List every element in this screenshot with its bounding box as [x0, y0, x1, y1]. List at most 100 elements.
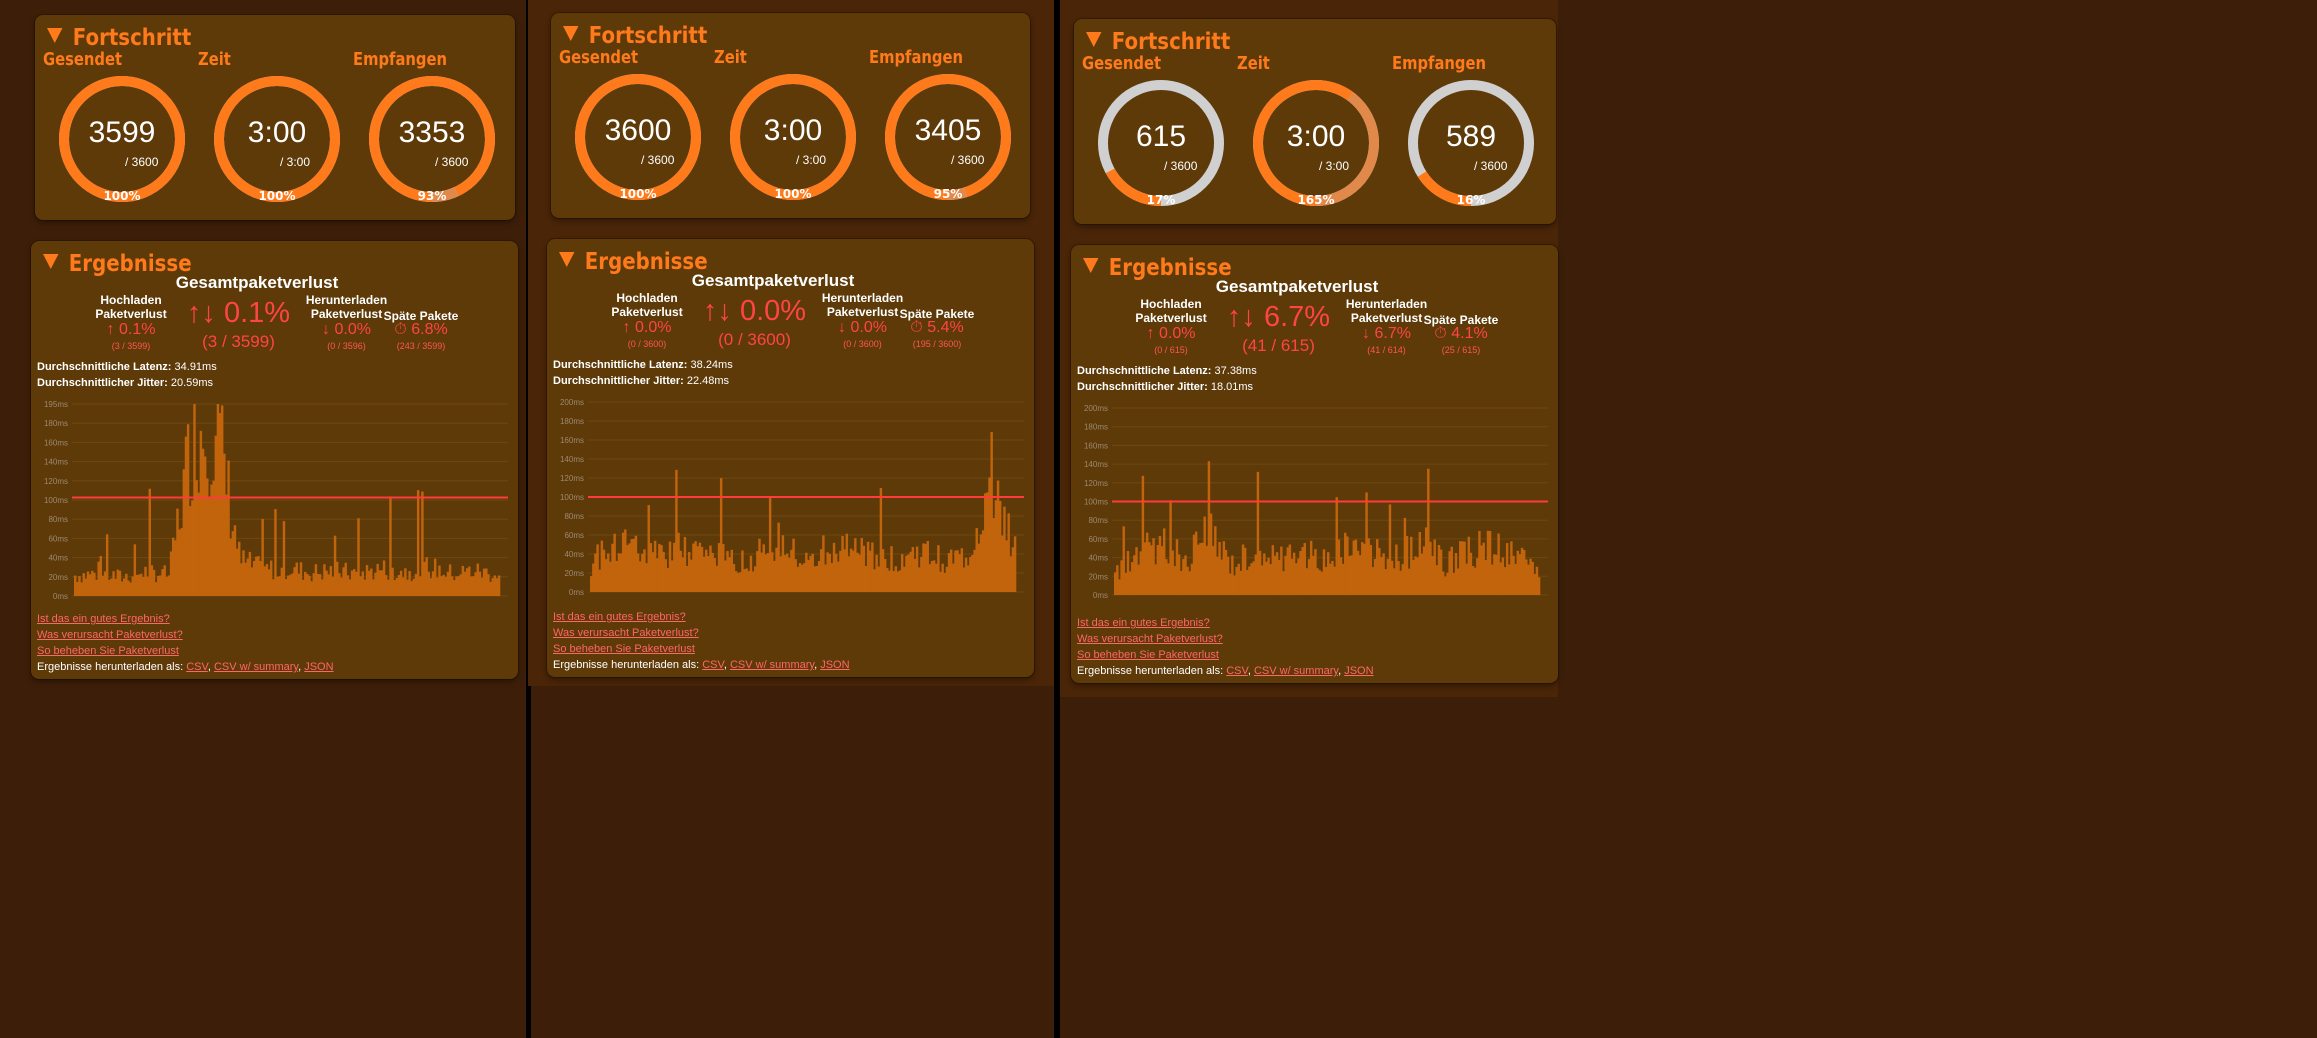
- gauge-label: Empfangen: [869, 47, 964, 68]
- collapse-triangle-icon[interactable]: [559, 252, 575, 267]
- latency-bar: [438, 565, 441, 596]
- latency-bar: [135, 574, 139, 596]
- latency-bar: [112, 571, 115, 596]
- latency-bar: [1269, 564, 1272, 595]
- latency-bar: [80, 582, 83, 596]
- latency-bar: [990, 431, 993, 592]
- collapse-triangle-icon[interactable]: [43, 254, 59, 269]
- latency-bar: [1456, 568, 1460, 595]
- gauge-percent: 100%: [774, 187, 812, 201]
- latency-bar: [926, 540, 929, 592]
- help-link-2[interactable]: Was verursacht Paketverlust?: [37, 629, 183, 641]
- latency-bar: [724, 560, 727, 592]
- latency-bar: [1318, 570, 1321, 595]
- latency-bar: [129, 582, 132, 596]
- latency-bar: [133, 544, 137, 596]
- download-link-json[interactable]: JSON: [304, 661, 334, 673]
- latency-bar: [1516, 550, 1519, 595]
- download-link-json[interactable]: JSON: [820, 659, 850, 671]
- progress-gauge: 3:00 / 3:00 100%: [728, 70, 858, 210]
- help-link-1[interactable]: Ist das ein gutes Ergebnis?: [37, 613, 170, 625]
- progress-panel-title[interactable]: Fortschritt: [563, 23, 707, 49]
- download-link-separator: ,: [207, 661, 214, 673]
- help-link-3[interactable]: So beheben Sie Paketverlust: [37, 645, 179, 657]
- latency-bar: [1271, 545, 1275, 595]
- latency-bar: [480, 577, 484, 596]
- latency-bar: [367, 570, 371, 596]
- latency-bar: [384, 575, 388, 596]
- average-jitter: Durchschnittlicher Jitter: 20.59ms: [37, 377, 213, 389]
- latency-bar: [186, 424, 190, 596]
- latency-bar: [1473, 567, 1477, 595]
- download-link-separator: ,: [723, 659, 730, 671]
- latency-bar: [1388, 504, 1392, 595]
- latency-bar: [1371, 567, 1375, 595]
- latency-bar: [941, 563, 944, 592]
- help-link-1[interactable]: Ist das ein gutes Ergebnis?: [553, 611, 686, 623]
- latency-bar: [854, 538, 857, 592]
- latency-bar: [144, 566, 147, 596]
- results-panel-title[interactable]: Ergebnisse: [1083, 255, 1232, 281]
- collapse-triangle-icon[interactable]: [1083, 258, 1099, 273]
- latency-bar: [1354, 539, 1358, 595]
- latency-bar: [751, 571, 755, 592]
- help-link-2[interactable]: Was verursacht Paketverlust?: [1077, 633, 1223, 645]
- latency-chart-svg: 200ms 180ms 160ms 140ms 120ms 100ms 80ms 60ms 40…: [560, 398, 1024, 597]
- progress-panel-title[interactable]: Fortschritt: [1086, 29, 1230, 55]
- download-link-json[interactable]: JSON: [1344, 665, 1374, 677]
- help-link-3[interactable]: So beheben Sie Paketverlust: [1077, 649, 1219, 661]
- latency-bar: [809, 555, 812, 592]
- download-link-csv[interactable]: CSV: [1226, 665, 1248, 677]
- latency-bar: [862, 545, 866, 592]
- download-link-csv-w-summary[interactable]: CSV w/ summary: [213, 661, 299, 673]
- latency-bar: [834, 553, 838, 592]
- latency-bar: [1520, 547, 1524, 595]
- latency-bar: [395, 578, 399, 596]
- latency-bar: [1442, 571, 1445, 595]
- collapse-triangle-icon[interactable]: [563, 26, 579, 41]
- latency-bar: [1258, 550, 1262, 595]
- latency-bar: [683, 537, 687, 592]
- results-panel: Ergebnisse Gesamtpaketverlust Hochladen Pa…: [1071, 245, 1558, 683]
- latency-bar: [229, 538, 232, 596]
- download-link-csv-w-summary[interactable]: CSV w/ summary: [1253, 665, 1339, 677]
- latency-bar: [1427, 468, 1430, 595]
- latency-bar: [412, 578, 416, 596]
- average-latency-value: 38.24ms: [687, 359, 733, 371]
- latency-bar: [947, 553, 951, 592]
- latency-bar: [1390, 560, 1394, 595]
- latency-bar: [719, 478, 723, 592]
- latency-bar: [1165, 559, 1168, 595]
- help-link-1[interactable]: Ist das ein gutes Ergebnis?: [1077, 617, 1210, 629]
- latency-bar: [1250, 563, 1253, 595]
- latency-bar: [830, 563, 834, 592]
- download-link-csv[interactable]: CSV: [186, 661, 208, 673]
- latency-bar: [888, 570, 891, 592]
- results-panel-title[interactable]: Ergebnisse: [559, 249, 708, 275]
- y-tick-label: 80ms: [1088, 516, 1108, 525]
- gauge-max: / 3600: [125, 155, 159, 169]
- latency-bar: [419, 576, 422, 596]
- results-panel: Ergebnisse Gesamtpaketverlust Hochladen Pa…: [547, 239, 1034, 677]
- latency-bar: [1133, 555, 1136, 595]
- latency-bar: [939, 571, 942, 592]
- latency-bar: [788, 557, 791, 592]
- results-panel-title[interactable]: Ergebnisse: [43, 251, 192, 277]
- collapse-triangle-icon[interactable]: [47, 28, 63, 43]
- download-link-csv-w-summary[interactable]: CSV w/ summary: [729, 659, 815, 671]
- latency-bar: [726, 551, 729, 592]
- latency-bar: [1514, 563, 1517, 595]
- latency-bar: [259, 560, 262, 596]
- latency-bar: [122, 578, 126, 596]
- latency-bar: [890, 546, 893, 592]
- latency-bar: [240, 563, 243, 596]
- help-link-3[interactable]: So beheben Sie Paketverlust: [553, 643, 695, 655]
- latency-bar: [161, 569, 164, 596]
- collapse-triangle-icon[interactable]: [1086, 32, 1102, 47]
- download-link-csv[interactable]: CSV: [702, 659, 724, 671]
- progress-panel-title[interactable]: Fortschritt: [47, 25, 191, 51]
- help-link-2[interactable]: Was verursacht Paketverlust?: [553, 627, 699, 639]
- download-loss-label: Herunterladen Paketverlust: [305, 293, 388, 321]
- latency-bar: [1316, 568, 1319, 595]
- latency-bar: [1471, 566, 1475, 595]
